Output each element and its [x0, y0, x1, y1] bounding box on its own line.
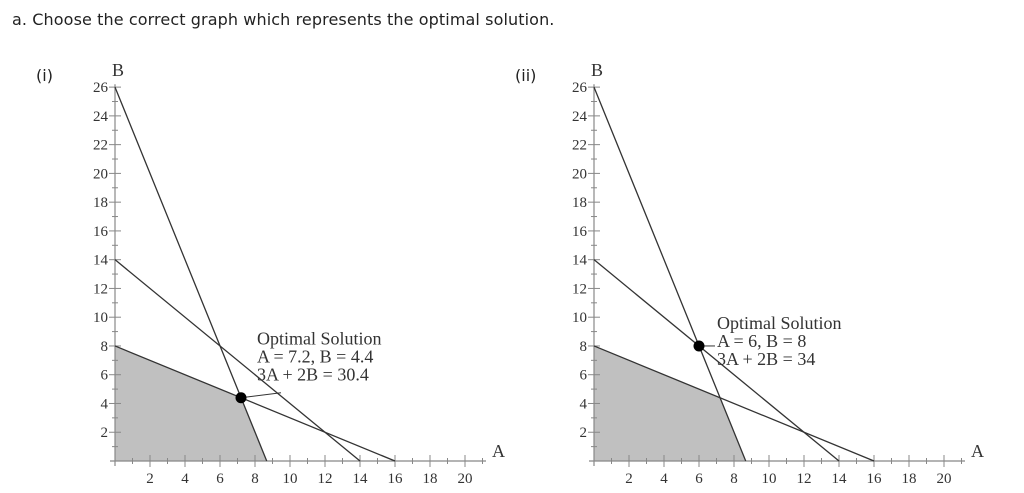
y-axis-name: B [591, 60, 603, 80]
chart-option-i[interactable]: 2 4 6 8 10 12 14 16 18 202468101214161820222426AB… [0, 0, 512, 493]
y-tick-label: 4 [101, 396, 109, 412]
option-ii-label[interactable]: (ii) [515, 66, 537, 85]
optimal-solution-annotation: Optimal Solution [717, 313, 842, 333]
constraint-line [114, 345, 396, 462]
x-tick-label: 14 [353, 471, 369, 487]
x-tick-label: 16 [388, 471, 404, 487]
x-tick-label: 14 [832, 471, 848, 487]
x-tick-label: 6 [216, 471, 224, 487]
y-tick-label: 14 [572, 253, 588, 269]
y-tick-label: 2 [101, 425, 109, 441]
y-tick-label: 16 [93, 224, 109, 240]
option-i-label[interactable]: (i) [36, 66, 53, 85]
x-tick-label: 12 [797, 471, 812, 487]
y-tick-label: 14 [93, 253, 109, 269]
y-tick-label: 6 [580, 368, 588, 384]
x-tick-label: 10 [283, 471, 298, 487]
y-tick-label: 12 [93, 281, 108, 297]
constraint-line [593, 345, 875, 462]
optimal-solution-annotation: 3A + 2B = 34 [717, 349, 815, 369]
x-tick-label: 6 [695, 471, 703, 487]
y-axis-name: B [112, 60, 124, 80]
y-tick-label: 10 [572, 310, 587, 326]
y-tick-label: 22 [572, 138, 587, 154]
y-tick-label: 18 [93, 195, 108, 211]
optimal-solution-annotation: A = 6, B = 8 [717, 331, 806, 351]
x-tick-label: 4 [181, 471, 189, 487]
optimal-point-marker [235, 392, 247, 404]
y-tick-label: 6 [101, 368, 109, 384]
x-tick-label: 2 [625, 471, 633, 487]
y-tick-label: 4 [580, 396, 588, 412]
x-tick-label: 20 [458, 471, 473, 487]
y-tick-label: 24 [572, 109, 588, 125]
y-tick-label: 8 [580, 339, 588, 355]
x-tick-label: 20 [937, 471, 952, 487]
optimal-solution-annotation: A = 7.2, B = 4.4 [257, 347, 373, 367]
x-axis-name: A [492, 441, 505, 461]
optimal-solution-annotation: Optimal Solution [257, 329, 382, 349]
x-tick-label: 18 [902, 471, 917, 487]
y-tick-label: 24 [93, 109, 109, 125]
x-tick-label: 12 [318, 471, 333, 487]
chart-option-ii[interactable]: 2 4 6 8 10 12 14 16 18 202468101214161820222426AB… [479, 0, 1024, 493]
x-tick-label: 10 [762, 471, 777, 487]
constraint-line [593, 86, 747, 462]
feasible-region [594, 345, 746, 461]
y-tick-label: 26 [93, 80, 109, 96]
y-tick-label: 18 [572, 195, 587, 211]
y-tick-label: 12 [572, 281, 587, 297]
y-tick-label: 26 [572, 80, 588, 96]
y-tick-label: 2 [580, 425, 588, 441]
constraint-line [593, 259, 840, 462]
feasible-region [115, 345, 267, 461]
optimal-solution-annotation: 3A + 2B = 30.4 [257, 365, 369, 385]
x-axis-name: A [971, 441, 984, 461]
x-tick-label: 8 [730, 471, 738, 487]
y-tick-label: 20 [572, 166, 587, 182]
optimal-point-marker [693, 340, 705, 352]
y-tick-label: 8 [101, 339, 109, 355]
y-tick-label: 16 [572, 224, 588, 240]
constraint-line [114, 259, 361, 462]
question-text: a. Choose the correct graph which repres… [12, 10, 555, 29]
x-tick-label: 18 [423, 471, 438, 487]
y-tick-label: 22 [93, 138, 108, 154]
y-tick-label: 20 [93, 166, 108, 182]
x-tick-label: 4 [660, 471, 668, 487]
y-tick-label: 10 [93, 310, 108, 326]
x-tick-label: 16 [867, 471, 883, 487]
x-tick-label: 2 [146, 471, 154, 487]
x-tick-label: 8 [251, 471, 259, 487]
